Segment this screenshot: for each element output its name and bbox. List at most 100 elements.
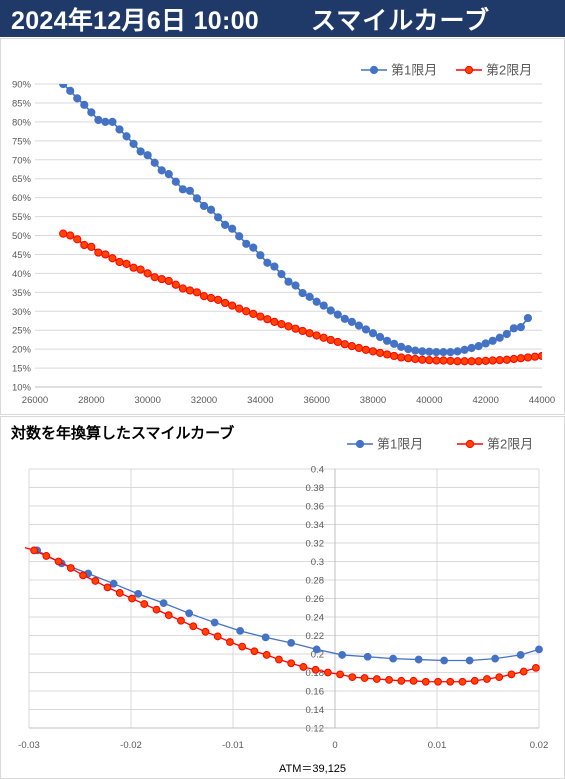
series-2-point (502, 355, 511, 364)
series-1-point (150, 158, 159, 167)
series-1-point (368, 329, 378, 338)
series-2-point (270, 317, 279, 326)
series-1-point (277, 270, 286, 279)
series-1-point (164, 170, 173, 179)
series-1-point (347, 317, 356, 326)
series-1-point (134, 589, 143, 598)
y-tick-label: 0.38 (306, 483, 325, 494)
series-2-point (360, 674, 369, 682)
y-tick-label: 40% (12, 269, 32, 280)
series-2-point (199, 292, 209, 301)
series-1-point (235, 232, 244, 241)
series-1-point (192, 194, 202, 203)
series-1-point (432, 348, 441, 357)
series-1-point (206, 205, 216, 214)
series-1-point (535, 645, 543, 654)
series-2-point (516, 354, 525, 363)
series-2-point (287, 659, 296, 668)
series-2-point (235, 304, 244, 313)
series-2-point (425, 356, 434, 365)
series-1-point (439, 348, 448, 357)
series-2-point (404, 354, 413, 363)
x-tick-label: 42000 (472, 395, 498, 406)
legend-marker-2 (464, 65, 474, 75)
series-2-point (42, 552, 51, 560)
series-2-point (66, 231, 75, 240)
series-2-point (305, 329, 314, 338)
series-1-point (440, 656, 449, 665)
series-2-point (73, 235, 82, 244)
series-2-point (178, 284, 187, 293)
series-2-point (129, 263, 138, 272)
series-1-point (94, 115, 103, 125)
log-smile-curve-chart: 対数を年換算したスマイルカーブ0.120.140.160.180.20.220.… (10, 424, 548, 775)
series-2-point (150, 273, 159, 282)
series-2-point (140, 600, 149, 608)
series-2-point (171, 280, 180, 289)
legend-label-1: 第1限月 (377, 437, 423, 452)
series-2-point (312, 331, 321, 340)
y-tick-label: 0.14 (306, 705, 325, 716)
legend-label-2: 第2限月 (486, 63, 532, 78)
series-2-point (495, 356, 504, 365)
y-tick-label: 10% (12, 383, 32, 394)
y-tick-label: 0.32 (306, 539, 325, 550)
series-2-point (382, 350, 392, 359)
x-tick-label: -0.02 (120, 740, 142, 751)
series-2-point (361, 345, 371, 354)
series-1-point (136, 147, 145, 156)
series-2-point (250, 647, 259, 656)
x-tick-label: 40000 (416, 395, 442, 406)
y-tick-label: 0.34 (306, 520, 325, 531)
x-tick-label: 0 (332, 740, 337, 751)
series-1-point (59, 84, 68, 89)
series-1-point (199, 201, 209, 211)
series-1-point (284, 277, 293, 286)
series-2-point (409, 676, 418, 685)
series-2-point (275, 655, 283, 664)
series-1-point (261, 633, 270, 642)
series-1-point (122, 132, 131, 141)
y-tick-label: 0.2 (311, 650, 324, 661)
smile-curve-chart: 10% 15% 20% 25% 30% 35% 40% 45% 50% 55% 60% 65% 70% 7… (12, 63, 555, 407)
series-2-point (143, 269, 152, 278)
y-tick-label: 35% (12, 288, 32, 299)
series-2-point (59, 229, 68, 238)
series-1-point (213, 213, 223, 222)
series-1-point (298, 288, 307, 298)
y-tick-label: 0.16 (306, 687, 325, 698)
series-2-point (434, 677, 442, 686)
series-2-point (523, 353, 533, 362)
series-2-point (128, 594, 136, 603)
x-tick-label: 0.01 (428, 740, 447, 751)
series-1-point (319, 301, 328, 310)
series-1-point (80, 100, 89, 109)
series-2-point (418, 355, 427, 364)
series-2-point (453, 357, 462, 366)
series-2-point (488, 356, 497, 365)
legend-marker-2 (465, 439, 475, 449)
series-2-point (299, 663, 308, 671)
series-2-point (323, 668, 332, 677)
series-1-point (361, 325, 371, 334)
series-2-point (256, 312, 265, 321)
y-tick-label: 0.24 (306, 613, 325, 624)
x-tick-label: -0.03 (18, 740, 40, 751)
series-2-point (481, 356, 490, 365)
y-tick-label: 0.26 (306, 594, 325, 605)
series-2-point (458, 677, 467, 686)
series-1-point (397, 342, 406, 351)
y-tick-label: 0.22 (306, 631, 325, 642)
series-1-point (453, 347, 462, 356)
series-2-point (164, 611, 173, 620)
series-2-point (242, 307, 251, 316)
series-2-point (189, 622, 198, 631)
series-1-point (101, 117, 110, 126)
legend-label-1: 第1限月 (391, 63, 437, 78)
series-1-point (467, 343, 476, 353)
series-1-point (516, 323, 525, 332)
series-2-point (262, 651, 271, 659)
series-1-point (425, 347, 434, 356)
y-tick-label: 65% (12, 174, 32, 185)
x-tick-label: -0.01 (222, 740, 244, 751)
